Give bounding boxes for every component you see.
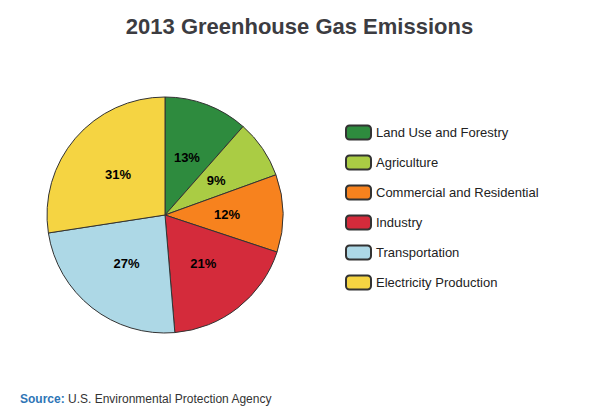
- svg-text:31%: 31%: [105, 167, 131, 182]
- svg-text:U.S. Environmental Protection: U.S. Environmental Protection Agency: [68, 392, 271, 406]
- svg-text:9%: 9%: [207, 173, 226, 188]
- svg-text:2013 Greenhouse Gas Emissions: 2013 Greenhouse Gas Emissions: [126, 14, 473, 39]
- svg-text:12%: 12%: [214, 207, 240, 222]
- svg-text:Commercial and Residential: Commercial and Residential: [376, 185, 539, 200]
- svg-text:Agriculture: Agriculture: [376, 155, 438, 170]
- svg-text:Land Use and Forestry: Land Use and Forestry: [376, 125, 509, 140]
- svg-text:27%: 27%: [114, 256, 140, 271]
- svg-text:Industry: Industry: [376, 215, 423, 230]
- svg-text:Transportation: Transportation: [376, 245, 459, 260]
- svg-text:Source:: Source:: [20, 392, 65, 406]
- svg-text:13%: 13%: [174, 150, 200, 165]
- svg-text:21%: 21%: [190, 256, 216, 271]
- svg-text:Electricity Production: Electricity Production: [376, 275, 497, 290]
